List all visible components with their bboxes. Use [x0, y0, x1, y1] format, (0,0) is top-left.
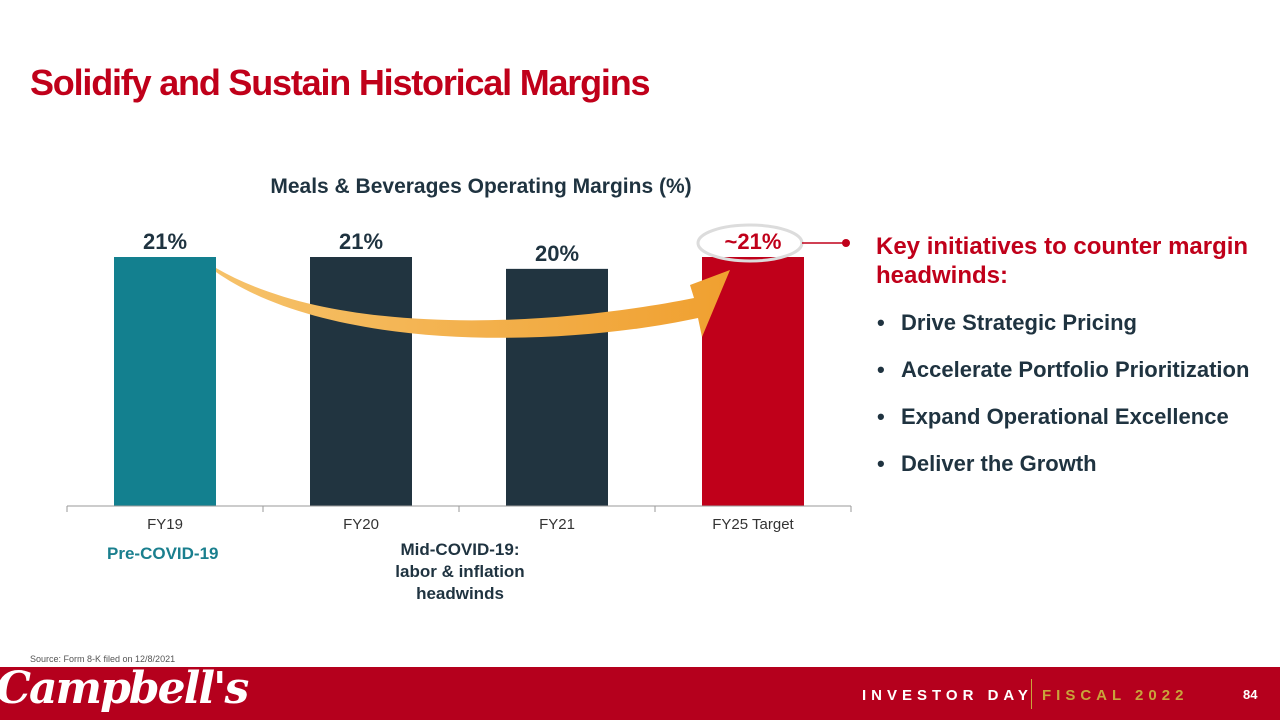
initiative-item: Accelerate Portfolio Prioritization: [876, 357, 1266, 383]
bar-fy19: [114, 257, 216, 506]
initiative-item: Expand Operational Excellence: [876, 404, 1266, 430]
initiatives-panel: Key initiatives to counter margin headwi…: [876, 232, 1266, 498]
source-note: Source: Form 8-K filed on 12/8/2021: [30, 654, 176, 664]
initiatives-list: Drive Strategic Pricing Accelerate Portf…: [876, 310, 1266, 477]
fiscal-year-label: FISCAL 2022: [1042, 687, 1189, 704]
bar-fy21: [506, 268, 608, 506]
mid-covid-line: labor & inflation: [395, 562, 525, 581]
mid-covid-label: Mid-COVID-19: labor & inflation headwind…: [360, 539, 560, 605]
investor-day-label: INVESTOR DAY: [862, 687, 1033, 704]
pre-covid-label: Pre-COVID-19: [107, 544, 219, 563]
x-tick-label: FY21: [539, 516, 575, 533]
mid-covid-line: headwinds: [416, 584, 504, 603]
slide-title: Solidify and Sustain Historical Margins: [30, 62, 651, 103]
x-tick-label: FY20: [343, 516, 379, 533]
x-tick-label: FY25 Target: [712, 516, 794, 533]
target-connector-dot: [842, 239, 850, 247]
footer-divider: [1031, 679, 1032, 709]
initiative-item: Deliver the Growth: [876, 451, 1266, 477]
x-tick-label: FY19: [147, 516, 183, 533]
mid-covid-line: Mid-COVID-19:: [400, 540, 520, 559]
bar-fy25-target: [702, 257, 804, 506]
chart-title: Meals & Beverages Operating Margins (%): [270, 175, 691, 198]
campbells-logo: Campbell's: [0, 663, 249, 714]
trend-arrow: [216, 268, 730, 338]
bar-value-label: ~21%: [725, 229, 782, 254]
bar-value-label: 21%: [339, 229, 383, 254]
bar-value-label: 20%: [535, 241, 579, 266]
bar-fy20: [310, 257, 412, 506]
bar-value-label: 21%: [143, 229, 187, 254]
page-number: 84: [1243, 687, 1258, 702]
initiative-item: Drive Strategic Pricing: [876, 310, 1266, 336]
initiatives-heading: Key initiatives to counter margin headwi…: [876, 233, 1249, 289]
footer-bar: Campbell's INVESTOR DAY FISCAL 2022 84: [0, 663, 1280, 720]
